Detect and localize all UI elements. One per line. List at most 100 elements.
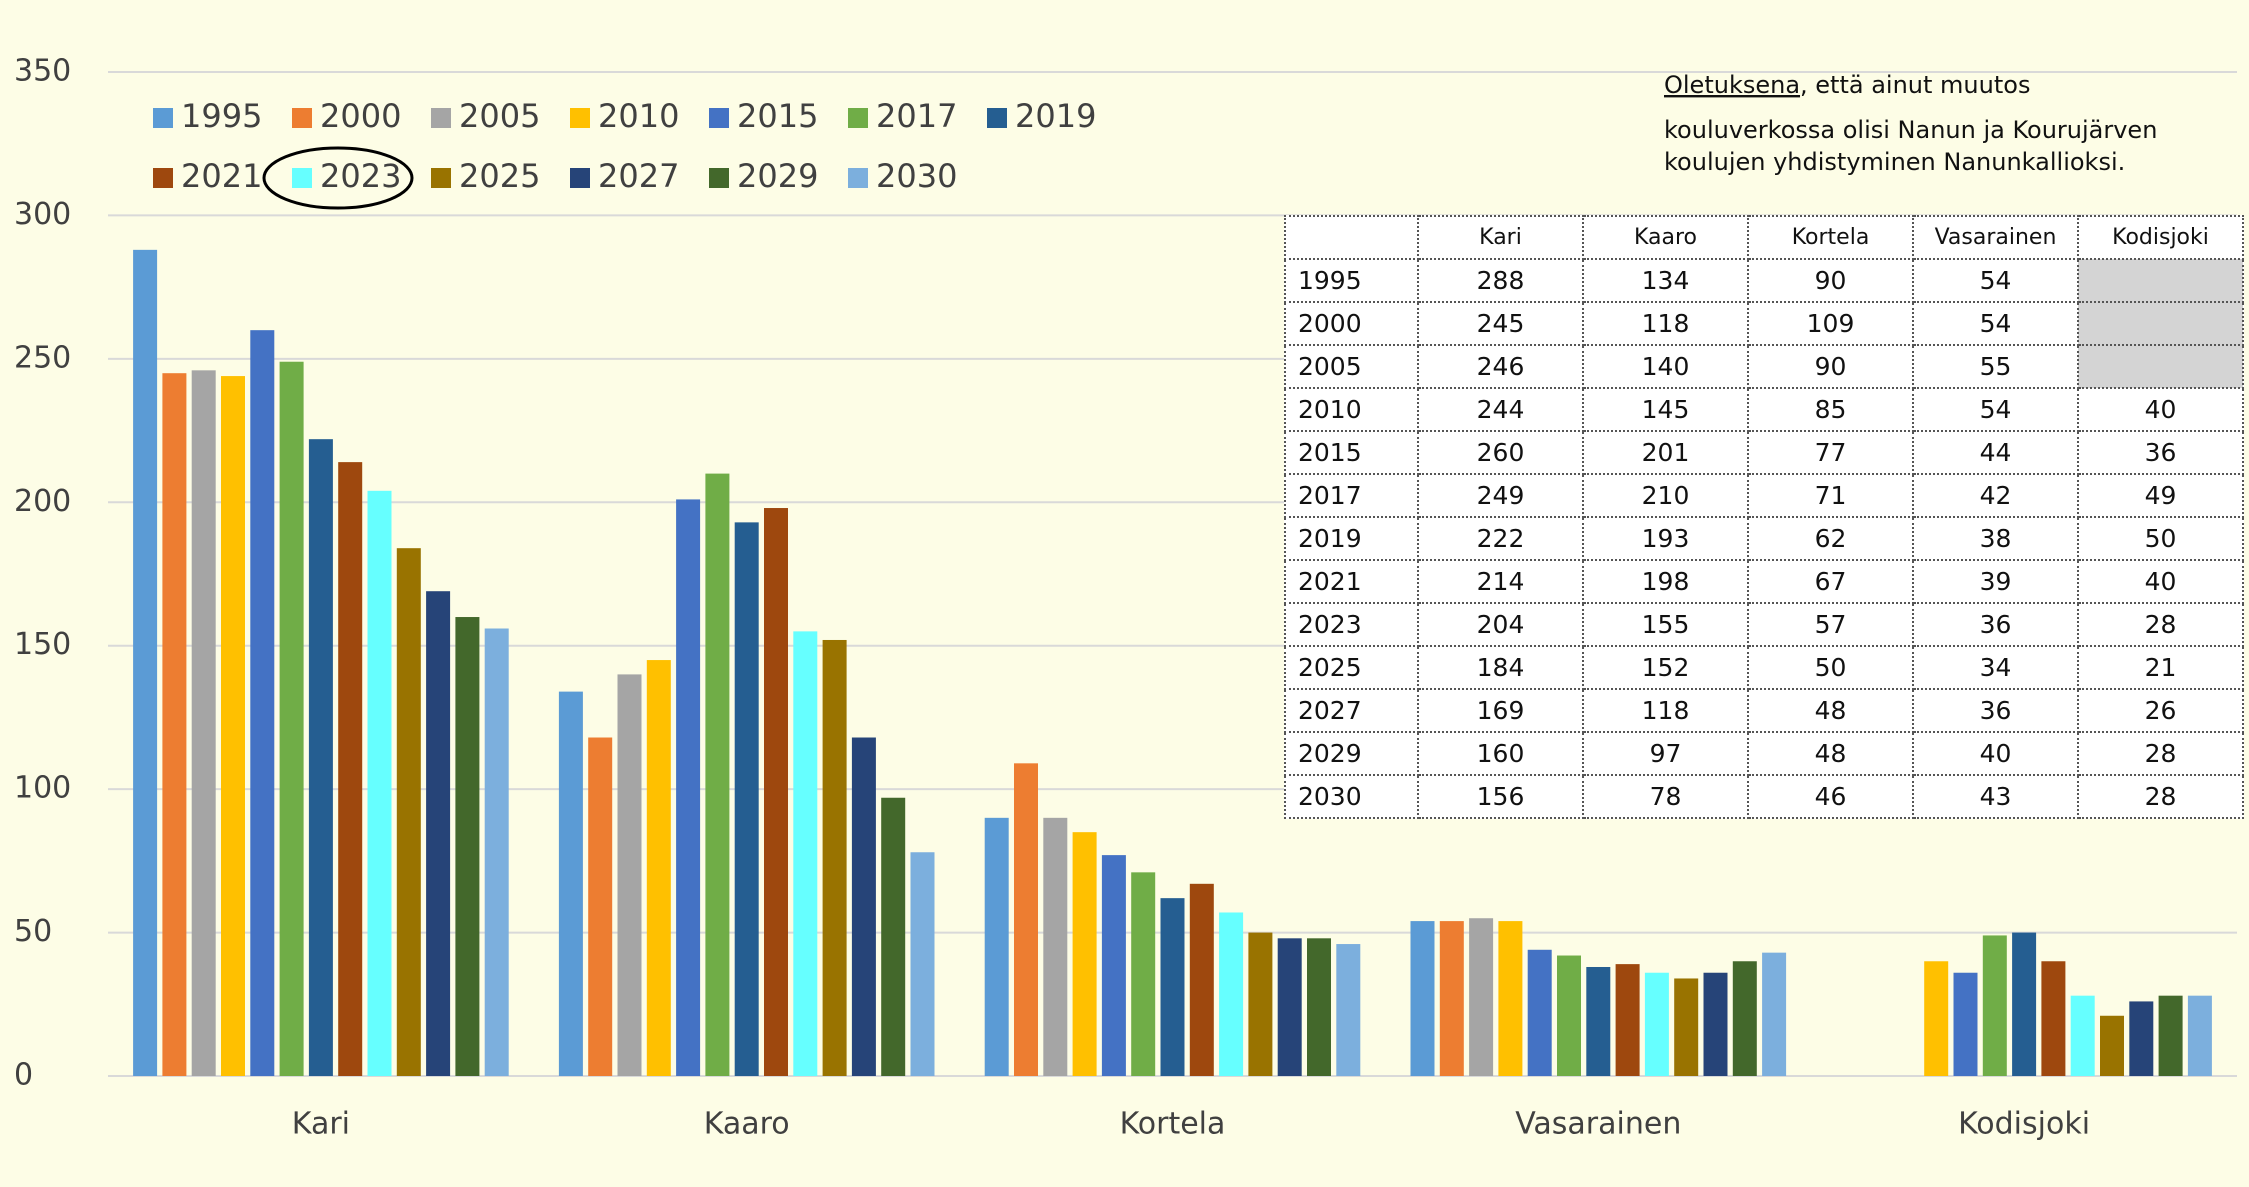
table-cell: 246 xyxy=(1417,344,1584,389)
table-cell: 28 xyxy=(2077,774,2244,819)
bar xyxy=(1586,966,1611,1076)
legend-swatch xyxy=(987,108,1007,128)
bar xyxy=(734,522,759,1076)
table-row: 2005 246 140 90 55 xyxy=(1284,344,2244,389)
table-cell: 1995 xyxy=(1284,258,1419,303)
table-cell: 40 xyxy=(2077,559,2244,604)
table-cell: 48 xyxy=(1747,731,1914,776)
table-cell: Kaaro xyxy=(1582,215,1749,260)
legend-swatch xyxy=(431,108,451,128)
table-cell: 214 xyxy=(1417,559,1584,604)
table-cell: 26 xyxy=(2077,688,2244,733)
y-tick-label: 100 xyxy=(14,771,71,806)
table-cell: 145 xyxy=(1582,387,1749,432)
bar xyxy=(2129,1001,2154,1076)
y-tick-label: 350 xyxy=(14,54,71,89)
bar xyxy=(1703,972,1728,1076)
table-cell: 85 xyxy=(1747,387,1914,432)
table-cell: 97 xyxy=(1582,731,1749,776)
bar xyxy=(426,591,451,1076)
legend-swatch xyxy=(848,168,868,188)
table-cell: 42 xyxy=(1912,473,2079,518)
bar xyxy=(1189,883,1214,1076)
bar xyxy=(367,490,392,1077)
table-cell: 57 xyxy=(1747,602,1914,647)
data-table: Kari Kaaro Kortela Vasarainen Kodisjoki 1995 2… xyxy=(1284,215,2244,819)
table-row: 2000 245 118 109 54 xyxy=(1284,301,2244,346)
table-row: 2029 160 97 48 40 28 xyxy=(1284,731,2244,776)
table-cell: 46 xyxy=(1747,774,1914,819)
table-cell: 288 xyxy=(1417,258,1584,303)
bar xyxy=(1219,912,1244,1076)
bar xyxy=(1527,949,1552,1076)
legend-label: 1995 xyxy=(181,97,262,135)
legend-swatch xyxy=(570,108,590,128)
bar xyxy=(221,376,245,1076)
table-cell: 54 xyxy=(1912,387,2079,432)
table-cell: 2027 xyxy=(1284,688,1419,733)
table-cell: 36 xyxy=(1912,602,2079,647)
table-cell: 54 xyxy=(1912,258,2079,303)
table-cell: 2000 xyxy=(1284,301,1419,346)
table-cell: 2010 xyxy=(1284,387,1419,432)
bar xyxy=(1072,832,1097,1076)
bar xyxy=(1336,944,1361,1076)
table-cell: 155 xyxy=(1582,602,1749,647)
table-row: 1995 288 134 90 54 xyxy=(1284,258,2244,303)
y-tick-label: 0 xyxy=(14,1058,33,1093)
legend-swatch xyxy=(570,168,590,188)
bar xyxy=(1953,972,1978,1076)
bar xyxy=(2100,1015,2124,1076)
table-cell xyxy=(2077,301,2244,346)
bar xyxy=(2070,995,2095,1076)
table-cell: 260 xyxy=(1417,430,1584,475)
bar xyxy=(250,330,275,1077)
table-cell: 21 xyxy=(2077,645,2244,690)
table-cell: 78 xyxy=(1582,774,1749,819)
bar xyxy=(1982,935,2007,1076)
bar xyxy=(1644,972,1669,1076)
bar xyxy=(646,660,671,1076)
bar xyxy=(308,439,333,1077)
legend-label: 2019 xyxy=(1015,97,1096,135)
table-cell: 2021 xyxy=(1284,559,1419,604)
table-cell xyxy=(2077,258,2244,303)
table-row: 2025 184 152 50 34 21 xyxy=(1284,645,2244,690)
table-cell: 50 xyxy=(1747,645,1914,690)
table-cell: 193 xyxy=(1582,516,1749,561)
legend-label: 2005 xyxy=(459,97,540,135)
bar xyxy=(279,361,304,1076)
bar xyxy=(1924,961,1949,1076)
highlight-ellipse xyxy=(262,146,414,210)
table-cell: 50 xyxy=(2077,516,2244,561)
bar xyxy=(705,473,730,1077)
y-tick-label: 250 xyxy=(14,340,71,375)
table-cell: 49 xyxy=(2077,473,2244,518)
legend-label: 2025 xyxy=(459,157,540,195)
x-tick-label: Vasarainen xyxy=(1515,1107,1681,1142)
bar xyxy=(1160,898,1185,1076)
bar xyxy=(191,370,216,1076)
table-cell: 156 xyxy=(1417,774,1584,819)
legend-label: 2000 xyxy=(320,97,401,135)
bar xyxy=(1277,938,1302,1076)
note-line: koulujen yhdistyminen Nanunkallioksi. xyxy=(1664,148,2125,176)
table-cell: 34 xyxy=(1912,645,2079,690)
legend-swatch xyxy=(848,108,868,128)
table-row: 2019 222 193 62 38 50 xyxy=(1284,516,2244,561)
bar xyxy=(617,674,642,1076)
legend-label: 2023 xyxy=(320,157,401,195)
note-underlined: Oletuksena xyxy=(1664,71,1800,99)
bar xyxy=(162,373,187,1076)
bar xyxy=(793,631,818,1076)
bar xyxy=(1307,938,1331,1076)
y-tick-label: 50 xyxy=(14,914,52,949)
table-cell: 210 xyxy=(1582,473,1749,518)
table-cell: 77 xyxy=(1747,430,1914,475)
table-cell: 2019 xyxy=(1284,516,1419,561)
table-cell: 28 xyxy=(2077,602,2244,647)
table-cell: 109 xyxy=(1747,301,1914,346)
legend-label: 2029 xyxy=(737,157,818,195)
table-row: 2010 244 145 85 54 40 xyxy=(1284,387,2244,432)
